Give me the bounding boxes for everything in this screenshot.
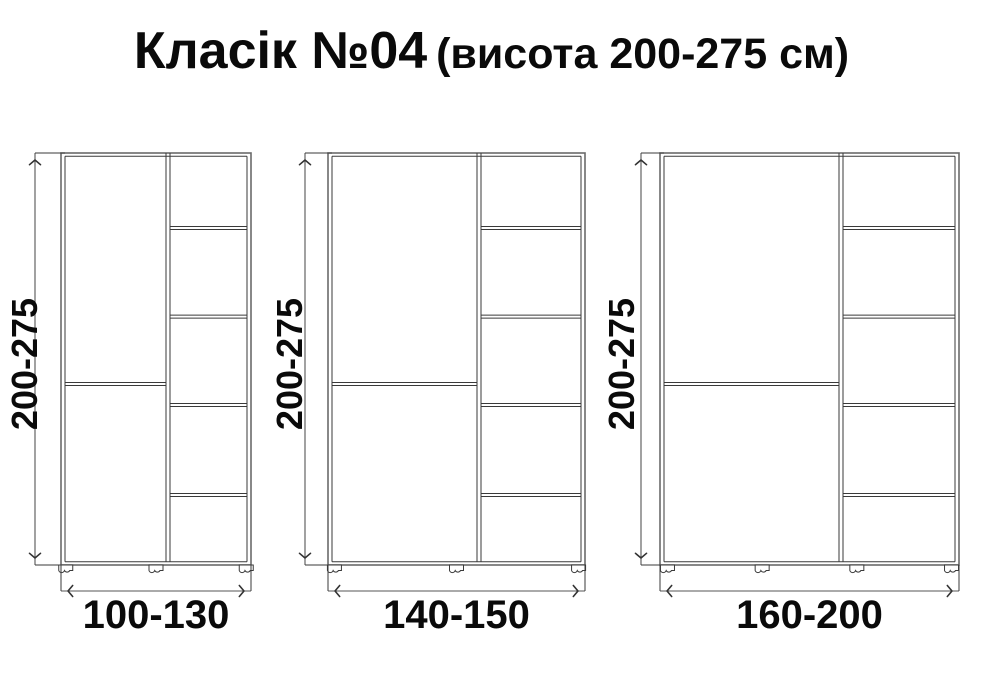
svg-text:200-275: 200-275	[269, 298, 310, 430]
svg-text:200-275: 200-275	[4, 298, 45, 430]
svg-text:100-130: 100-130	[83, 593, 230, 637]
svg-text:140-150: 140-150	[383, 593, 530, 637]
svg-text:200-275: 200-275	[601, 298, 642, 430]
svg-text:160-200: 160-200	[736, 593, 883, 637]
